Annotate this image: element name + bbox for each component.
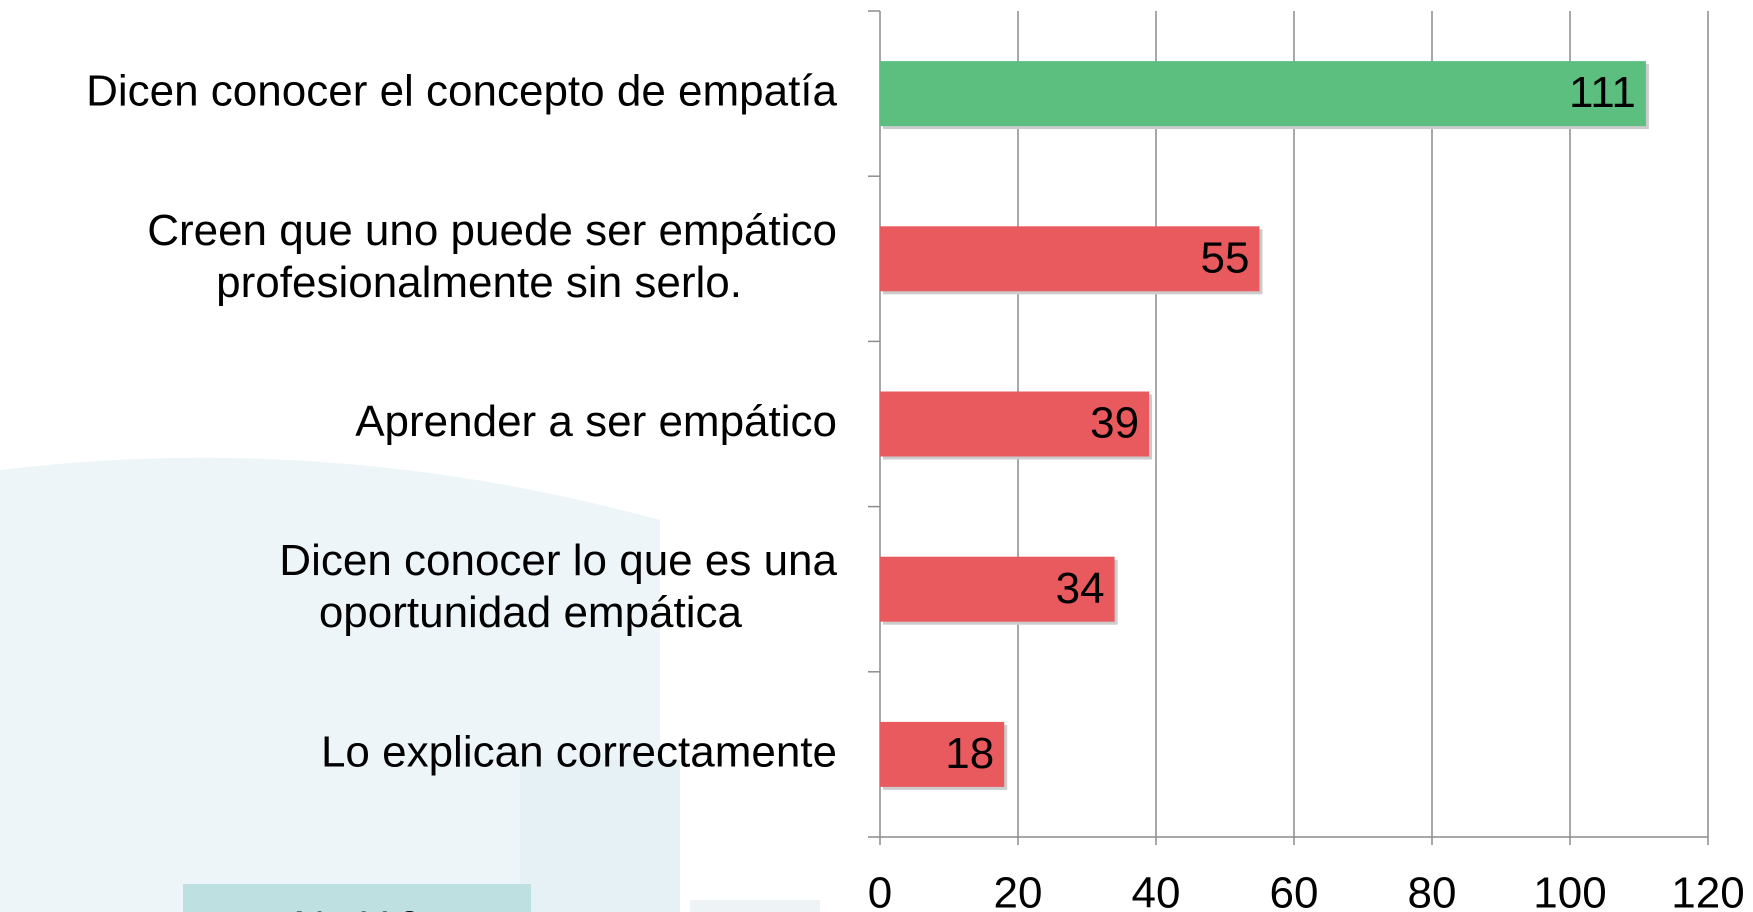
category-label-line: Aprender a ser empático xyxy=(355,397,837,446)
watermark xyxy=(0,457,820,912)
x-tick-label: 80 xyxy=(1408,869,1457,912)
x-tick-label: 20 xyxy=(994,869,1043,912)
watermark-shape xyxy=(520,760,680,912)
category-label-line: oportunidad empática xyxy=(319,588,743,637)
data-label: 55 xyxy=(1201,233,1250,282)
data-label: 111 xyxy=(1569,68,1636,117)
category-label-line: Dicen conocer el concepto de empatía xyxy=(86,66,837,115)
x-tick-label: 40 xyxy=(1132,869,1181,912)
bar xyxy=(880,556,1115,622)
watermark-shape xyxy=(0,457,660,912)
bar xyxy=(880,61,1646,127)
x-tick-label: 100 xyxy=(1533,869,1606,912)
data-label: 34 xyxy=(1056,564,1105,613)
category-label: Dicen conocer lo que es una oportunidad e… xyxy=(279,536,837,637)
x-tick-label: 60 xyxy=(1270,869,1319,912)
data-label: 18 xyxy=(945,729,994,778)
annotation: N=116 xyxy=(293,903,421,912)
category-label-line: Creen que uno puede ser empático xyxy=(147,205,837,254)
category-label: Lo explican correctamente xyxy=(321,727,837,776)
bar xyxy=(880,391,1150,457)
category-label: Aprender a ser empático xyxy=(355,397,837,446)
category-label: Creen que uno puede ser empático profesio… xyxy=(147,205,837,306)
category-label: Dicen conocer el concepto de empatía xyxy=(86,66,837,115)
category-label-line: Lo explican correctamente xyxy=(321,727,837,776)
watermark-shape xyxy=(690,900,820,912)
x-tick-label: 120 xyxy=(1671,869,1744,912)
x-tick-label: 0 xyxy=(868,869,892,912)
data-label: 39 xyxy=(1090,399,1139,448)
category-label-line: profesionalmente sin serlo. xyxy=(216,257,742,306)
bar xyxy=(880,721,1005,787)
category-label-line: Dicen conocer lo que es una xyxy=(279,536,837,585)
annotation-box xyxy=(183,884,531,912)
bar xyxy=(880,226,1260,292)
